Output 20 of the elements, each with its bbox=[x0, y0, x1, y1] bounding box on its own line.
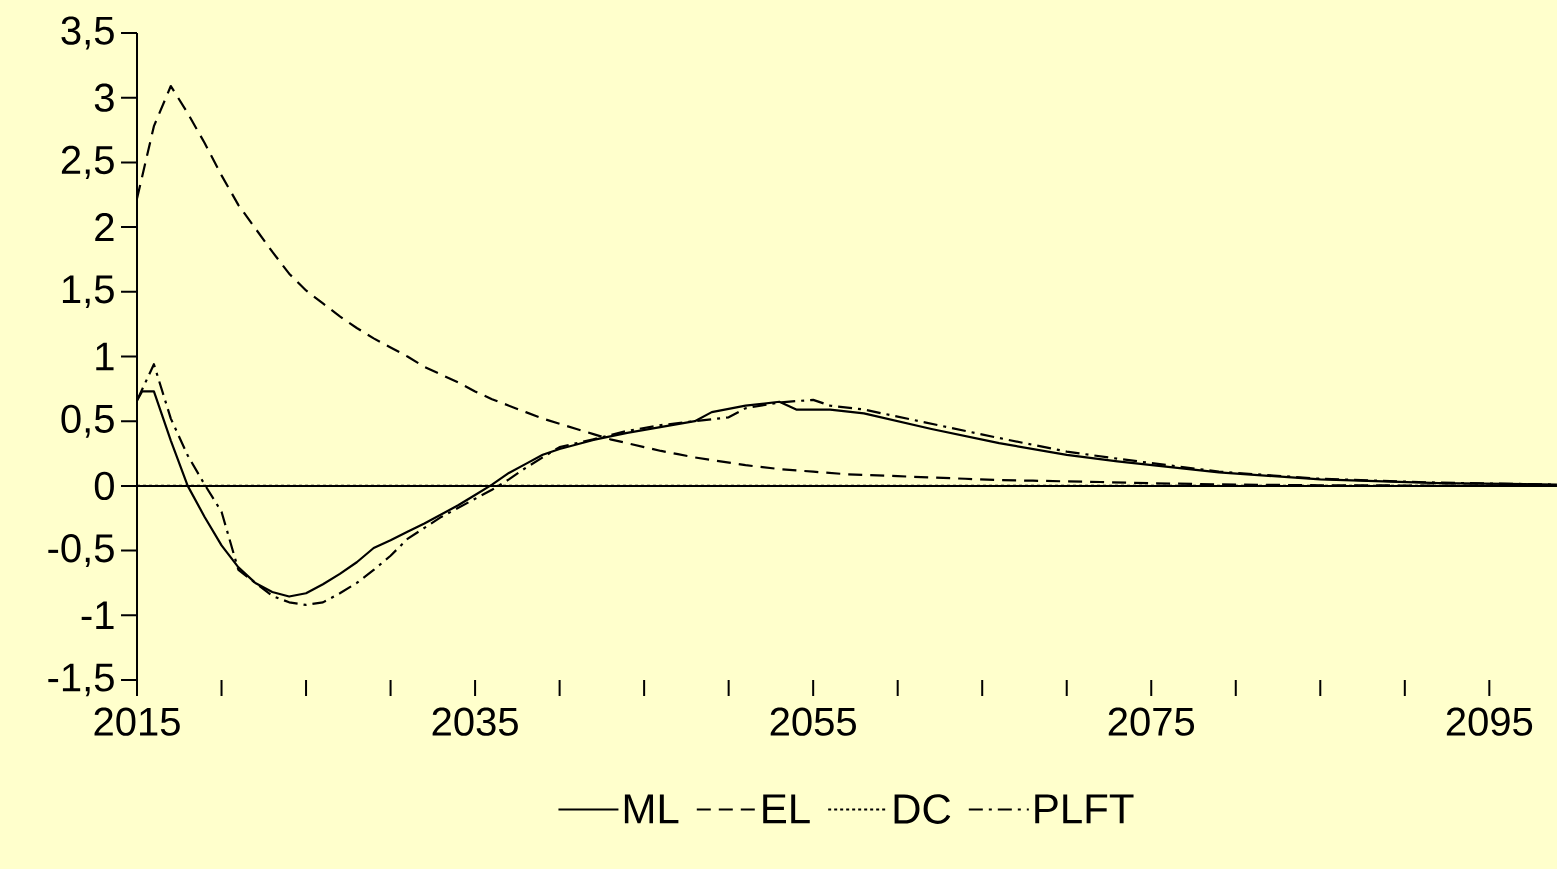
y-tick-label: 2,5 bbox=[61, 145, 114, 179]
y-tick-label: 2 bbox=[95, 213, 114, 242]
y-tick-label: -0,5 bbox=[48, 534, 114, 568]
legend-label: DC bbox=[894, 794, 951, 824]
x-tick-label: 2035 bbox=[432, 707, 518, 736]
y-tick-label: 0 bbox=[94, 471, 114, 501]
y-tick-label: 1 bbox=[96, 342, 114, 371]
y-tick-label: 0,5 bbox=[61, 404, 114, 438]
x-tick-label: 2015 bbox=[94, 707, 180, 736]
y-tick-label: -1,5 bbox=[48, 663, 114, 697]
legend-label: ML bbox=[624, 794, 679, 824]
y-tick-label: -1 bbox=[81, 601, 114, 630]
legend-label: EL bbox=[763, 794, 810, 824]
x-tick-label: 2095 bbox=[1446, 707, 1533, 736]
x-tick-label: 2055 bbox=[770, 707, 856, 736]
x-tick-label: 2075 bbox=[1108, 707, 1195, 736]
y-tick-label: 3 bbox=[94, 83, 114, 112]
y-tick-label: 1,5 bbox=[62, 275, 114, 309]
legend-label: PLFT bbox=[1035, 794, 1134, 824]
y-tick-label: 3,5 bbox=[61, 16, 114, 50]
